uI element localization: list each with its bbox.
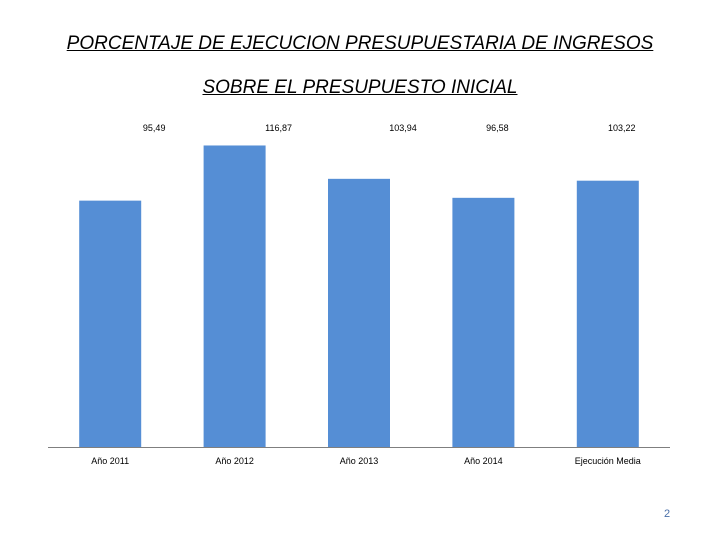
x-tick-label-4: Año 2014 [464, 456, 503, 466]
page-number: 2 [664, 508, 671, 520]
bar-4 [452, 197, 515, 447]
data-label-2: 116,87 [265, 123, 292, 133]
bar-3 [328, 178, 390, 448]
chart-title-line-1: PORCENTAJE DE EJECUCION PRESUPUESTARIA D… [66, 33, 654, 54]
x-tick-label-5: Ejecución Media [575, 456, 641, 466]
data-label-4: 96,58 [486, 123, 509, 133]
chart-title-line-2: SOBRE EL PRESUPUESTO INICIAL [202, 77, 518, 98]
data-label-5: 103,22 [608, 123, 636, 133]
x-tick-label-1: Año 2011 [91, 456, 129, 466]
x-tick-label-2: Año 2012 [215, 456, 254, 466]
bar-2 [203, 145, 266, 447]
x-tick-label-3: Año 2013 [340, 456, 379, 466]
bar-1 [79, 200, 142, 447]
data-label-3: 103,94 [389, 123, 417, 133]
bar-5 [576, 180, 639, 448]
data-label-1: 95,49 [143, 123, 166, 133]
